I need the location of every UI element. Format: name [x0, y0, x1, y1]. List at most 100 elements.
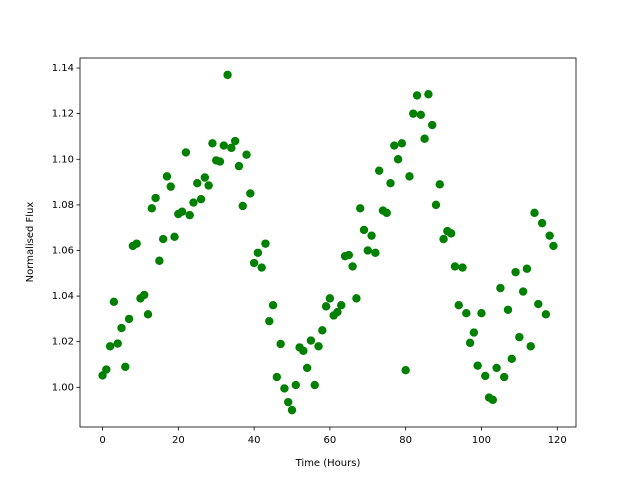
data-point	[333, 307, 342, 317]
data-point	[219, 141, 228, 150]
data-point	[140, 290, 149, 300]
data-point	[488, 395, 498, 405]
data-point	[458, 263, 467, 272]
data-point	[265, 316, 274, 326]
data-point	[428, 120, 437, 130]
data-point	[196, 194, 206, 204]
data-point	[105, 342, 115, 351]
data-point	[158, 234, 168, 244]
y-tick-label: 1.06	[52, 245, 74, 256]
data-point	[439, 234, 448, 244]
data-point	[306, 336, 316, 345]
data-point	[481, 371, 490, 381]
data-point	[371, 248, 380, 257]
data-point	[344, 250, 354, 260]
data-point	[412, 91, 422, 100]
data-point	[314, 342, 323, 351]
data-point	[208, 139, 217, 148]
data-point	[166, 182, 175, 191]
data-point	[374, 166, 384, 175]
data-point	[545, 231, 554, 240]
data-point	[215, 157, 225, 166]
data-point	[230, 136, 240, 146]
x-tick-label: 0	[99, 435, 105, 446]
data-point	[234, 161, 244, 171]
y-tick-label: 1.12	[52, 109, 74, 120]
data-point	[147, 204, 157, 213]
data-point	[416, 110, 426, 119]
data-point	[276, 339, 285, 349]
x-tick-label: 120	[548, 435, 567, 446]
data-point	[397, 139, 407, 148]
data-point	[257, 263, 266, 272]
data-point	[242, 150, 251, 159]
data-point	[325, 294, 335, 303]
data-point	[310, 380, 319, 390]
data-point	[287, 405, 297, 415]
data-point	[359, 225, 369, 235]
data-point	[238, 201, 247, 211]
data-point	[507, 354, 516, 364]
data-point	[299, 346, 308, 356]
data-point	[450, 262, 460, 271]
data-point	[496, 283, 505, 293]
data-point	[515, 332, 524, 342]
data-point	[113, 339, 122, 348]
data-point	[253, 248, 263, 257]
data-point	[522, 264, 532, 273]
data-point	[181, 148, 191, 157]
data-point	[246, 189, 255, 198]
data-point	[477, 308, 486, 318]
data-point	[431, 200, 441, 210]
data-point	[170, 232, 179, 241]
data-point	[177, 207, 187, 216]
y-axis-label: Normalised Flux	[25, 202, 36, 283]
data-point	[549, 241, 558, 251]
x-tick-label: 40	[248, 435, 261, 446]
data-point	[526, 342, 535, 351]
data-point	[223, 70, 232, 80]
data-point	[227, 143, 236, 153]
data-point	[124, 314, 134, 324]
y-tick-label: 1.08	[52, 200, 74, 211]
data-point	[363, 246, 372, 255]
x-tick-label: 60	[324, 435, 337, 446]
data-point	[503, 305, 513, 314]
y-tick-label: 1.02	[52, 337, 74, 348]
data-point	[492, 363, 501, 373]
data-point	[409, 109, 418, 118]
data-point	[454, 301, 463, 310]
data-point	[473, 361, 482, 370]
data-point	[143, 310, 153, 319]
axes-frame	[79, 57, 577, 428]
x-tick-label: 100	[472, 435, 491, 446]
x-tick-label: 20	[172, 435, 185, 446]
data-point	[117, 323, 126, 333]
x-tick-label: 80	[399, 435, 412, 446]
y-tick-label: 1.00	[52, 382, 74, 393]
data-point	[193, 179, 202, 188]
data-point	[102, 365, 111, 374]
data-point	[121, 362, 130, 371]
y-tick-label: 1.14	[52, 63, 74, 74]
data-point	[268, 301, 278, 310]
data-point	[280, 384, 289, 393]
x-axis-label: Time (Hours)	[295, 458, 361, 469]
data-point	[189, 198, 198, 207]
data-point	[200, 173, 210, 182]
data-point	[386, 179, 395, 188]
data-point	[352, 294, 361, 303]
data-point	[420, 134, 429, 143]
data-point	[318, 326, 327, 335]
data-point	[302, 363, 312, 373]
data-point	[541, 310, 551, 319]
data-point	[284, 397, 293, 407]
data-point	[348, 262, 357, 271]
data-point	[337, 301, 346, 310]
data-point	[151, 193, 160, 203]
data-point	[537, 218, 547, 228]
data-point	[185, 210, 194, 220]
data-point	[109, 297, 119, 306]
